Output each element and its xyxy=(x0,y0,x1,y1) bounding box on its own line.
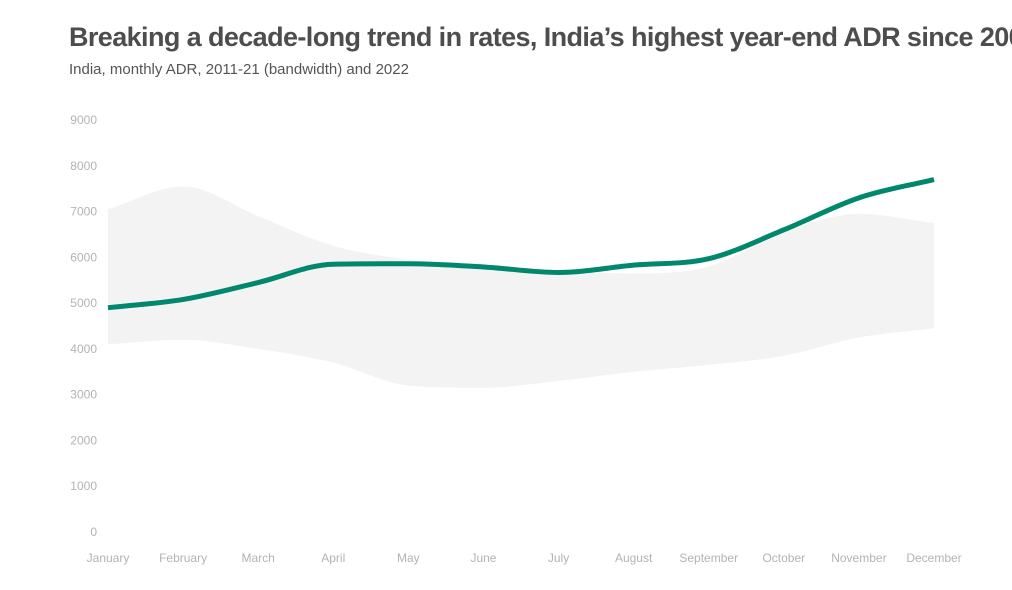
y-tick-label: 4000 xyxy=(70,342,97,356)
x-tick-label: August xyxy=(615,551,653,565)
x-tick-label: March xyxy=(242,551,275,565)
y-axis-ticks: 0 1000 2000 3000 4000 5000 6000 7000 8000 9000 xyxy=(70,113,97,539)
y-tick-label: 2000 xyxy=(70,433,97,447)
x-tick-label: April xyxy=(321,551,345,565)
y-tick-label: 1000 xyxy=(70,479,97,493)
x-tick-label: January xyxy=(87,551,130,565)
x-axis-ticks: January February March April May June July Augu… xyxy=(87,551,962,565)
series-points-2022 xyxy=(107,179,935,308)
y-tick-label: 7000 xyxy=(70,205,97,219)
y-tick-label: 3000 xyxy=(70,388,97,402)
x-tick-label: October xyxy=(762,551,805,565)
x-tick-label: November xyxy=(831,551,886,565)
chart-subtitle: India, monthly ADR, 2011-21 (bandwidth) … xyxy=(69,61,409,78)
y-tick-label: 5000 xyxy=(70,296,97,310)
x-tick-label: May xyxy=(397,551,420,565)
series-line-2022 xyxy=(107,177,935,311)
x-tick-label: July xyxy=(548,551,569,565)
chart-title: Breaking a decade-long trend in rates, I… xyxy=(69,22,1012,52)
range-band-2011-21 xyxy=(108,186,934,388)
y-tick-label: 9000 xyxy=(70,113,97,127)
x-tick-label: February xyxy=(159,551,207,565)
x-tick-label: December xyxy=(906,551,961,565)
x-tick-label: June xyxy=(470,551,496,565)
y-tick-label: 6000 xyxy=(70,250,97,264)
x-tick-label: September xyxy=(679,551,738,565)
y-tick-label: 8000 xyxy=(70,159,97,173)
y-tick-label: 0 xyxy=(90,525,97,539)
